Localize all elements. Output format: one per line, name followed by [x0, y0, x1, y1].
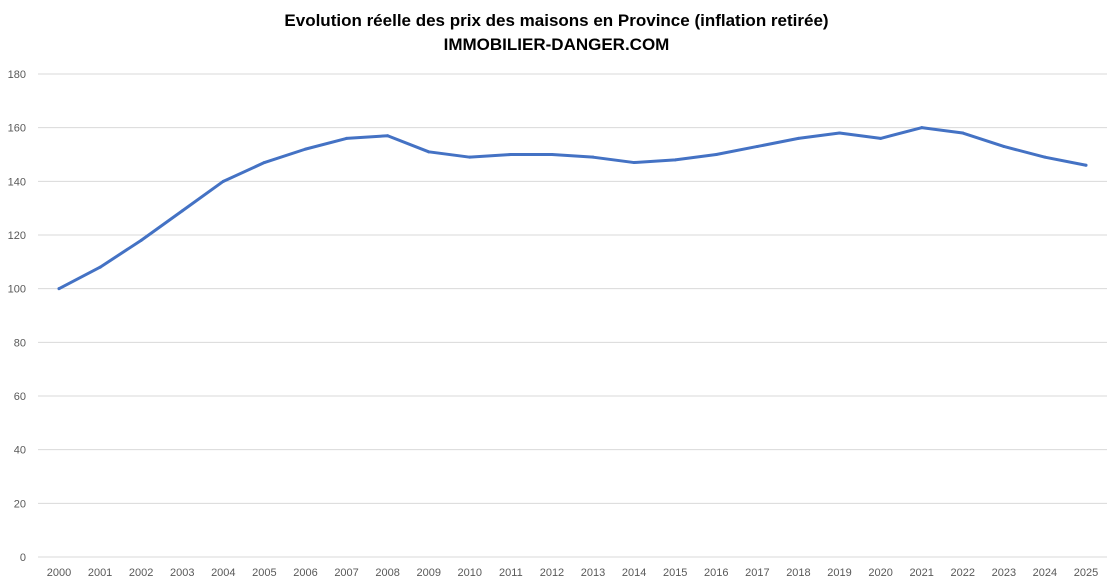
data-point — [838, 131, 842, 135]
x-tick-label: 2021 — [909, 567, 933, 579]
y-tick-label: 40 — [14, 445, 26, 457]
x-tick-label: 2010 — [458, 567, 482, 579]
data-point — [386, 134, 390, 138]
y-tick-label: 80 — [14, 337, 26, 349]
y-tick-label: 160 — [8, 123, 26, 135]
x-tick-label: 2000 — [47, 567, 71, 579]
data-point — [180, 209, 184, 213]
data-point — [920, 126, 924, 130]
y-tick-label: 180 — [8, 69, 26, 81]
y-tick-label: 140 — [8, 176, 26, 188]
x-tick-label: 2003 — [170, 567, 194, 579]
x-tick-label: 2013 — [581, 567, 605, 579]
data-point — [57, 287, 61, 291]
data-point — [98, 265, 102, 269]
x-tick-label: 2009 — [416, 567, 440, 579]
data-point — [879, 136, 883, 140]
y-tick-label: 0 — [20, 552, 26, 564]
chart-subtitle: IMMOBILIER-DANGER.COM — [443, 35, 670, 54]
x-tick-label: 2015 — [663, 567, 687, 579]
data-point — [139, 238, 143, 242]
x-tick-label: 2024 — [1033, 567, 1057, 579]
data-point — [1043, 155, 1047, 159]
x-tick-label: 2005 — [252, 567, 276, 579]
x-tick-label: 2023 — [992, 567, 1016, 579]
data-point — [673, 158, 677, 162]
x-tick-label: 2012 — [540, 567, 564, 579]
data-point — [221, 179, 225, 183]
data-point — [1084, 163, 1088, 167]
data-point — [345, 136, 349, 140]
x-tick-label: 2008 — [375, 567, 399, 579]
data-point — [796, 136, 800, 140]
data-point — [427, 150, 431, 154]
x-tick-label: 2025 — [1074, 567, 1098, 579]
data-point — [262, 161, 266, 165]
x-tick-label: 2002 — [129, 567, 153, 579]
data-point — [468, 155, 472, 159]
x-tick-label: 2014 — [622, 567, 646, 579]
y-tick-label: 60 — [14, 391, 26, 403]
series-line — [57, 126, 1088, 291]
data-point — [1002, 144, 1006, 148]
chart-title: Evolution réelle des prix des maisons en… — [284, 11, 829, 30]
y-tick-label: 20 — [14, 498, 26, 510]
y-tick-label: 100 — [8, 284, 26, 296]
data-point — [961, 131, 965, 135]
data-point — [632, 161, 636, 165]
data-point — [755, 144, 759, 148]
x-tick-label: 2001 — [88, 567, 112, 579]
x-tick-label: 2011 — [499, 567, 523, 579]
x-tick-label: 2018 — [786, 567, 810, 579]
x-tick-label: 2016 — [704, 567, 728, 579]
x-tick-label: 2007 — [334, 567, 358, 579]
x-tick-label: 2017 — [745, 567, 769, 579]
x-tick-label: 2022 — [951, 567, 975, 579]
data-point — [591, 155, 595, 159]
y-tick-label: 120 — [8, 230, 26, 242]
x-tick-label: 2004 — [211, 567, 235, 579]
data-point — [303, 147, 307, 151]
data-point — [509, 153, 513, 156]
data-point — [550, 153, 554, 156]
x-tick-label: 2019 — [827, 567, 851, 579]
data-point — [714, 153, 718, 156]
x-tick-label: 2006 — [293, 567, 317, 579]
x-tick-label: 2020 — [868, 567, 892, 579]
